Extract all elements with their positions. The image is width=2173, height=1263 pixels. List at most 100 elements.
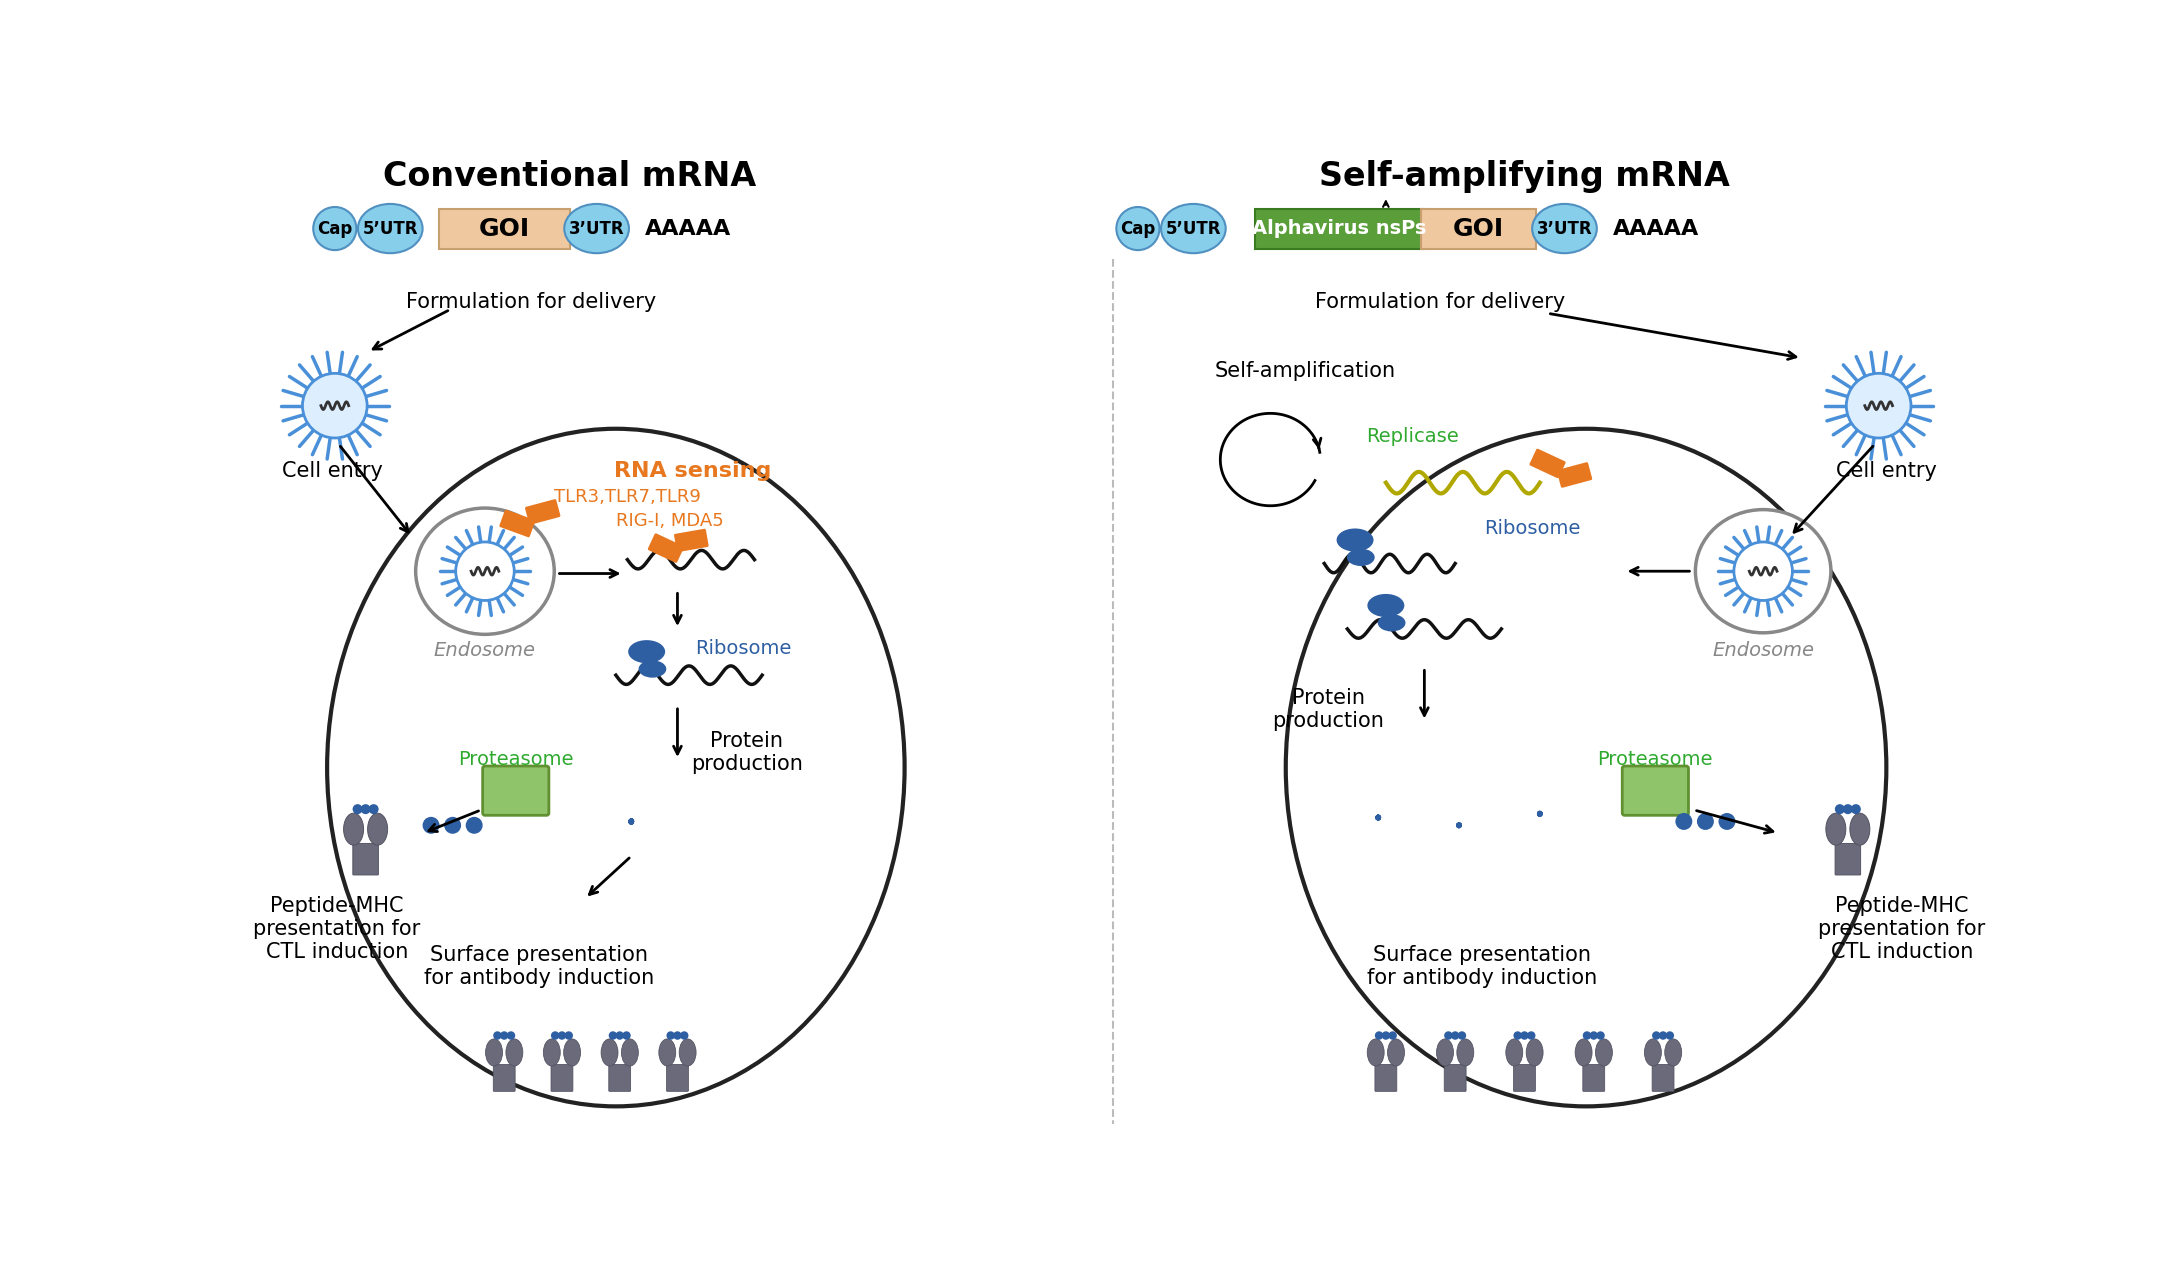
Ellipse shape bbox=[1645, 1039, 1662, 1066]
Text: Conventional mRNA: Conventional mRNA bbox=[382, 159, 756, 193]
Circle shape bbox=[1697, 813, 1714, 830]
Text: Self-amplification: Self-amplification bbox=[1215, 361, 1395, 381]
Ellipse shape bbox=[1117, 207, 1160, 250]
Ellipse shape bbox=[1389, 1039, 1404, 1066]
Ellipse shape bbox=[1825, 813, 1845, 845]
FancyBboxPatch shape bbox=[439, 208, 569, 249]
Ellipse shape bbox=[1347, 548, 1376, 566]
FancyBboxPatch shape bbox=[500, 510, 535, 537]
Ellipse shape bbox=[1506, 1039, 1523, 1066]
Text: Cell entry: Cell entry bbox=[1836, 461, 1936, 481]
Ellipse shape bbox=[628, 640, 665, 663]
Ellipse shape bbox=[1849, 813, 1871, 845]
Text: 5’UTR: 5’UTR bbox=[363, 220, 417, 237]
Text: Cell entry: Cell entry bbox=[282, 461, 382, 481]
Ellipse shape bbox=[343, 813, 363, 845]
Text: Replicase: Replicase bbox=[1367, 427, 1460, 446]
Text: Cap: Cap bbox=[317, 220, 352, 237]
Circle shape bbox=[1651, 1032, 1660, 1039]
Ellipse shape bbox=[1665, 1039, 1682, 1066]
Ellipse shape bbox=[543, 1039, 561, 1066]
Circle shape bbox=[621, 1032, 630, 1039]
Circle shape bbox=[422, 817, 439, 834]
Text: Protein
production: Protein production bbox=[691, 730, 802, 774]
FancyBboxPatch shape bbox=[1256, 208, 1423, 249]
FancyBboxPatch shape bbox=[1582, 1065, 1604, 1091]
Circle shape bbox=[1382, 1032, 1391, 1039]
Ellipse shape bbox=[1160, 203, 1226, 253]
Text: Surface presentation
for antibody induction: Surface presentation for antibody induct… bbox=[1367, 945, 1597, 988]
Ellipse shape bbox=[563, 1039, 580, 1066]
Text: 3’UTR: 3’UTR bbox=[569, 220, 624, 237]
Ellipse shape bbox=[1525, 1039, 1543, 1066]
Text: 3’UTR: 3’UTR bbox=[1536, 220, 1593, 237]
Circle shape bbox=[493, 1032, 502, 1039]
Text: AAAAA: AAAAA bbox=[1612, 218, 1699, 239]
Circle shape bbox=[500, 1032, 508, 1039]
Circle shape bbox=[1512, 1032, 1521, 1039]
Text: AAAAA: AAAAA bbox=[645, 218, 732, 239]
Circle shape bbox=[506, 1032, 515, 1039]
Text: TLR3,TLR7,TLR9: TLR3,TLR7,TLR9 bbox=[554, 488, 702, 505]
Circle shape bbox=[680, 1032, 689, 1039]
Ellipse shape bbox=[1456, 1039, 1473, 1066]
Text: Surface presentation
for antibody induction: Surface presentation for antibody induct… bbox=[424, 945, 654, 988]
Ellipse shape bbox=[1575, 1039, 1593, 1066]
FancyBboxPatch shape bbox=[1421, 208, 1536, 249]
Circle shape bbox=[565, 1032, 574, 1039]
FancyBboxPatch shape bbox=[1834, 844, 1860, 875]
Circle shape bbox=[558, 1032, 567, 1039]
Circle shape bbox=[667, 1032, 676, 1039]
Text: RNA sensing: RNA sensing bbox=[615, 461, 771, 481]
Circle shape bbox=[1734, 542, 1793, 600]
Text: Formulation for delivery: Formulation for delivery bbox=[406, 292, 656, 312]
Circle shape bbox=[1582, 1032, 1591, 1039]
Text: Protein
production: Protein production bbox=[1271, 688, 1384, 731]
Circle shape bbox=[1376, 1032, 1384, 1039]
Circle shape bbox=[552, 1032, 558, 1039]
Text: Proteasome: Proteasome bbox=[1597, 750, 1712, 769]
Text: Alphavirus nsPs: Alphavirus nsPs bbox=[1252, 218, 1428, 237]
Text: RIG-I, MDA5: RIG-I, MDA5 bbox=[615, 513, 724, 530]
Ellipse shape bbox=[367, 813, 387, 845]
Text: Endosome: Endosome bbox=[435, 642, 537, 661]
FancyBboxPatch shape bbox=[1530, 448, 1567, 479]
Ellipse shape bbox=[1336, 528, 1373, 552]
Circle shape bbox=[456, 542, 515, 600]
FancyBboxPatch shape bbox=[1515, 1065, 1536, 1091]
Ellipse shape bbox=[506, 1039, 524, 1066]
FancyBboxPatch shape bbox=[1445, 1065, 1467, 1091]
Text: GOI: GOI bbox=[478, 216, 530, 240]
Circle shape bbox=[352, 805, 363, 815]
Text: Self-amplifying mRNA: Self-amplifying mRNA bbox=[1319, 159, 1730, 193]
Ellipse shape bbox=[658, 1039, 676, 1066]
FancyBboxPatch shape bbox=[482, 767, 550, 816]
Ellipse shape bbox=[1595, 1039, 1612, 1066]
Circle shape bbox=[1597, 1032, 1606, 1039]
Text: Formulation for delivery: Formulation for delivery bbox=[1315, 292, 1565, 312]
Circle shape bbox=[465, 817, 482, 834]
Text: Peptide-MHC
presentation for
CTL induction: Peptide-MHC presentation for CTL inducti… bbox=[254, 895, 422, 962]
Circle shape bbox=[1851, 805, 1860, 815]
Ellipse shape bbox=[1367, 1039, 1384, 1066]
FancyBboxPatch shape bbox=[1376, 1065, 1397, 1091]
FancyBboxPatch shape bbox=[352, 844, 378, 875]
Circle shape bbox=[1528, 1032, 1536, 1039]
Circle shape bbox=[1389, 1032, 1397, 1039]
Ellipse shape bbox=[565, 203, 628, 253]
Circle shape bbox=[369, 805, 378, 815]
Circle shape bbox=[1665, 1032, 1673, 1039]
Circle shape bbox=[361, 805, 372, 815]
Ellipse shape bbox=[639, 661, 667, 678]
Ellipse shape bbox=[313, 207, 356, 250]
Text: Peptide-MHC
presentation for
CTL induction: Peptide-MHC presentation for CTL inducti… bbox=[1819, 895, 1986, 962]
Circle shape bbox=[1445, 1032, 1452, 1039]
FancyBboxPatch shape bbox=[526, 499, 561, 524]
Ellipse shape bbox=[1695, 509, 1832, 633]
Circle shape bbox=[1834, 805, 1845, 815]
Ellipse shape bbox=[359, 203, 422, 253]
Text: GOI: GOI bbox=[1454, 216, 1504, 240]
Text: Proteasome: Proteasome bbox=[459, 750, 574, 769]
Ellipse shape bbox=[1436, 1039, 1454, 1066]
Circle shape bbox=[1458, 1032, 1467, 1039]
